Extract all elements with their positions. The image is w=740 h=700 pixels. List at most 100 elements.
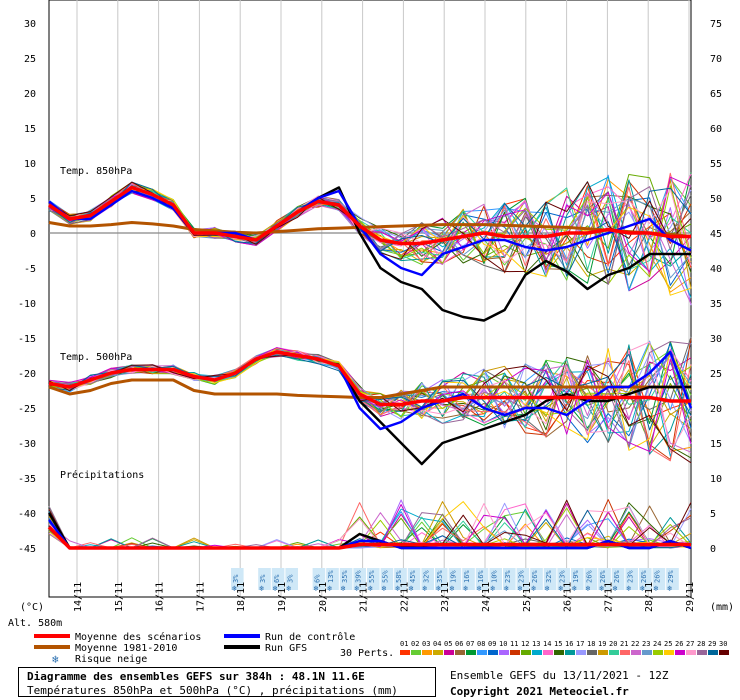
snow-risk-label: 19% — [450, 570, 458, 583]
legend-run-controle: Run de contrôle — [265, 631, 355, 643]
precip-moyenne-scenarios-line — [47, 525, 691, 550]
snow-risk-label: 16% — [477, 570, 485, 583]
pert-number: 05 — [444, 640, 452, 648]
pert-swatch — [477, 650, 487, 655]
pert-swatch — [697, 650, 707, 655]
pert-t500-line — [48, 341, 692, 453]
snowflake-icon: ❄ — [545, 584, 550, 593]
snow-risk-label: 23% — [626, 570, 634, 583]
legend-moyenne-scenarios: Moyenne des scénarios — [75, 631, 201, 643]
x-tick-label: 18/11 — [236, 582, 247, 612]
snowflake-icon: ❄ — [572, 584, 577, 593]
snow-risk-label: 26% — [613, 570, 621, 583]
altitude-label: Alt. 580m — [8, 618, 62, 629]
snow-risk-cell — [516, 568, 530, 590]
right-tick-label: 55 — [710, 159, 722, 170]
snow-risk-label: 19% — [572, 570, 580, 583]
run-info: Ensemble GEFS du 13/11/2021 - 12Z — [450, 669, 669, 682]
left-tick-label: -15 — [18, 334, 36, 345]
snow-risk-cell — [353, 568, 366, 590]
snow-risk-cell — [407, 568, 421, 590]
section-label-precip: Précipitations — [60, 469, 144, 481]
right-tick-label: 60 — [710, 124, 722, 135]
snow-risk-label: 26% — [531, 570, 539, 583]
pert-number: 24 — [653, 640, 661, 648]
snow-risk-cell — [231, 568, 244, 590]
left-tick-label: 0 — [30, 229, 36, 240]
right-tick-label: 25 — [710, 369, 722, 380]
pert-number: 22 — [631, 640, 639, 648]
pert-swatch — [598, 650, 608, 655]
left-tick-label: 20 — [24, 89, 36, 100]
snow-risk-cell — [271, 568, 285, 590]
snow-risk-label: 16% — [463, 570, 471, 583]
pert-number: 20 — [609, 640, 617, 648]
x-tick-label: 23/11 — [440, 582, 451, 612]
snowflake-icon: ❄ — [613, 584, 618, 593]
main-series-lines — [47, 185, 693, 550]
snow-risk-label: 32% — [545, 570, 553, 583]
legend-run-gfs: Run GFS — [265, 643, 307, 654]
snowflake-icon: ❄ — [422, 584, 427, 593]
snow-risk-cell — [339, 568, 353, 590]
left-tick-label: -10 — [18, 299, 36, 310]
pert-number: 26 — [675, 640, 683, 648]
snow-risk-label: 3% — [286, 574, 294, 583]
pert-number: 19 — [598, 640, 606, 648]
snowflake-icon: ❄ — [52, 653, 59, 666]
pert-t500-line — [48, 353, 692, 432]
snow-risk-cell — [584, 568, 598, 590]
snow-risk-label: 45% — [409, 570, 417, 583]
snow-risk-label: 26% — [586, 570, 594, 583]
right-tick-label: 65 — [710, 89, 722, 100]
snow-risk-cell — [258, 568, 271, 590]
snow-risk-cell — [475, 568, 489, 590]
right-tick-label: 40 — [710, 264, 722, 275]
snowflake-icon: ❄ — [286, 584, 291, 593]
pert-number: 09 — [488, 640, 496, 648]
left-tick-label: 10 — [24, 159, 36, 170]
snowflake-icon: ❄ — [368, 584, 373, 593]
left-tick-label: -25 — [18, 404, 36, 415]
snow-risk-label: 3% — [259, 574, 267, 583]
snow-risk-cell — [530, 568, 543, 590]
snow-risk-cell — [285, 568, 298, 590]
legend: Moyenne des scénarios Moyenne 1981-2010 … — [34, 631, 729, 666]
pert-number: 16 — [565, 640, 573, 648]
snow-risk-label: 26% — [654, 570, 662, 583]
snow-risk-cell — [489, 568, 502, 590]
pert-swatch — [664, 650, 674, 655]
snow-risk-label: 26% — [640, 570, 648, 583]
pert-swatch — [642, 650, 652, 655]
snow-risk-cell — [503, 568, 516, 590]
x-tick-label: 14/11 — [73, 582, 84, 612]
right-tick-label: 45 — [710, 229, 722, 240]
snowflake-icon: ❄ — [504, 584, 509, 593]
snow-risk-cell — [639, 568, 652, 590]
snowflake-icon: ❄ — [586, 584, 591, 593]
snow-risk-cell — [462, 568, 475, 590]
left-tick-label: 30 — [24, 19, 36, 30]
snowflake-icon: ❄ — [477, 584, 482, 593]
pert-swatch — [576, 650, 586, 655]
snow-risk-label: 35% — [341, 570, 349, 583]
pert-number: 06 — [455, 640, 463, 648]
snow-risk-label: 13% — [327, 570, 335, 583]
snow-risk-cell — [666, 568, 679, 590]
left-tick-label: 5 — [30, 194, 36, 205]
snow-risk-cell — [625, 568, 638, 590]
pert-swatch — [653, 650, 663, 655]
left-tick-label: 25 — [24, 54, 36, 65]
pert-swatch — [400, 650, 410, 655]
snow-risk-cell — [543, 568, 557, 590]
snow-risk-label: 29% — [667, 570, 675, 583]
pert-number: 12 — [521, 640, 529, 648]
pert-swatch — [521, 650, 531, 655]
snowflake-icon: ❄ — [232, 584, 237, 593]
pert-number: 01 — [400, 640, 408, 648]
pert-swatch — [532, 650, 542, 655]
t850-moyenne-1981-line — [48, 221, 692, 238]
right-tick-label: 50 — [710, 194, 722, 205]
pert-number: 13 — [532, 640, 540, 648]
